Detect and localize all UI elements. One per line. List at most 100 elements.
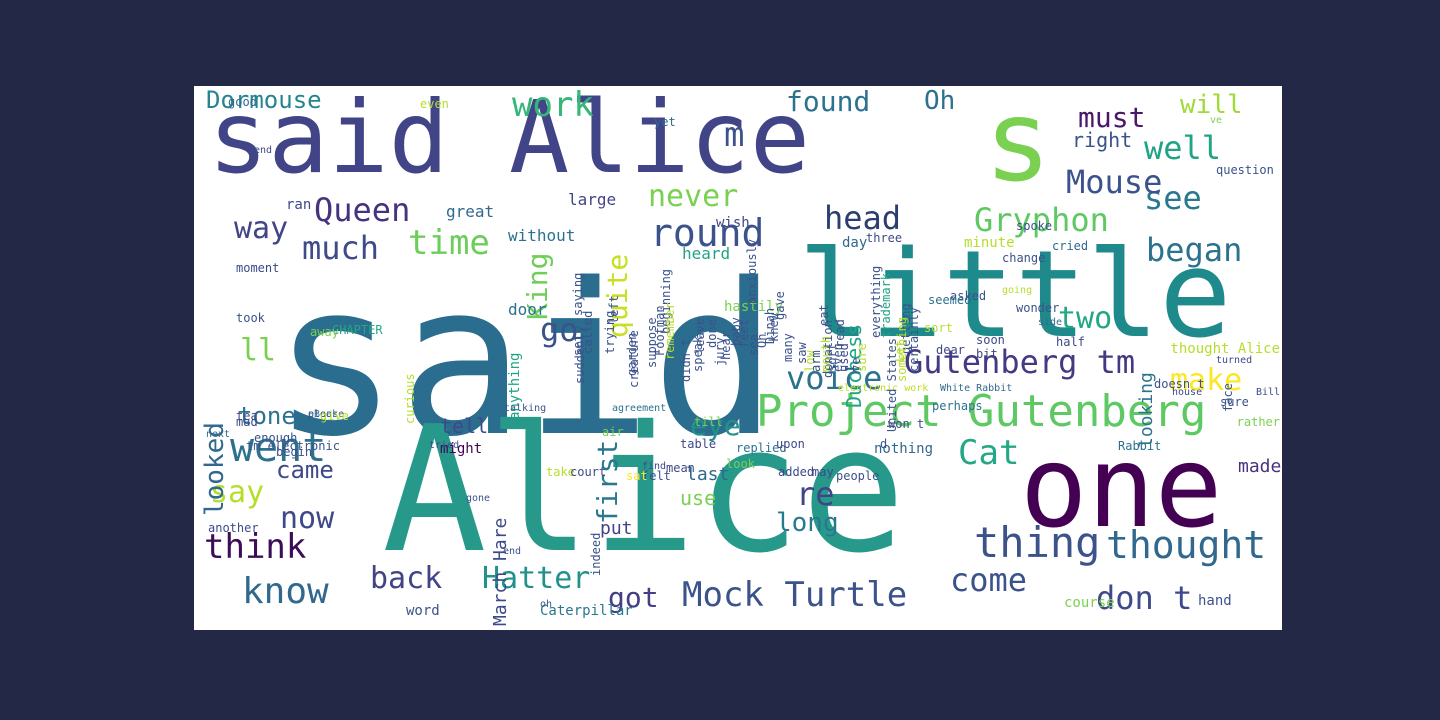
word-soon: soon [976,333,1005,347]
word-took: took [236,311,265,325]
word-mean: mean [666,461,695,475]
word-tone: tone [238,402,296,430]
word-take: take [546,465,575,479]
word-find: find [642,461,667,472]
word-put: put [600,518,633,539]
word-ran: ran [286,197,312,213]
word-wish: wish [716,215,750,231]
word-rather: rather [1236,415,1280,429]
word-last: last [686,464,730,485]
word-will: will [1180,90,1243,120]
word-tea: tea [236,409,258,423]
word-chapter: CHAPTER [332,323,383,337]
word-turned: turned [1216,355,1253,366]
word-back: back [370,561,443,596]
word-added: added [778,465,815,479]
word-talking: talking [504,403,547,414]
word-till: till [694,415,723,429]
word-dormouse: Dormouse [206,86,322,114]
word-without: without [508,226,576,245]
word-caterpillar: Caterpillar [540,603,633,619]
word-next: next [206,429,231,440]
word-dear: dear [936,343,965,357]
word-tell: tell [440,414,489,438]
word-work: work [512,86,594,125]
word-thought-alice: thought Alice [1170,341,1280,357]
word-much: much [302,229,380,267]
word-mock-turtle: Mock Turtle [682,575,908,615]
word-house: house [1172,387,1203,398]
word-bit: bit [976,347,998,361]
word-alice: Alice [382,389,906,592]
word-certainly: certainly [907,306,921,372]
word-found: found [786,86,871,118]
word-hand: hand [1198,593,1232,609]
word-many: many [781,333,795,362]
word-end: end [503,546,522,557]
word-re: re [796,475,835,513]
word-word: word [406,603,440,619]
word-question: question [1216,163,1274,177]
word-course: course [1064,595,1115,611]
word-suppose: suppose [645,317,659,368]
word-first: first [591,439,624,524]
word-now: now [280,501,335,536]
word-sort: sort [924,321,953,335]
word-gryphon: Gryphon [974,201,1109,239]
word-said-alice: said Alice [208,86,811,196]
word-said: said [272,238,778,483]
word-knew: knew [767,313,781,342]
word-face: face [1221,383,1235,412]
word-eye: eye [690,409,741,442]
word-began: began [1146,231,1243,269]
word-anxiously: anxiously [745,238,759,304]
word-court: court [570,465,607,479]
word-let: Let [893,340,907,362]
word-trademark: trademark [879,272,893,338]
word-nothing: nothing [874,441,934,457]
word-give: give [320,409,349,423]
word-even: even [420,97,449,111]
word-asked: asked [950,289,987,303]
word-spoke: spoke [1016,219,1053,233]
word-end: end [254,145,273,156]
word-left: left [607,295,621,324]
word-head: head [824,199,902,237]
word-m: m [724,115,745,155]
word-doesn-t: doesn t [1154,377,1205,391]
word-electronic-work: electronic work [838,383,929,394]
word-come: come [950,561,1028,599]
word-garden: garden [625,332,639,376]
word-voice: voice [786,359,883,397]
word-sure: sure [1220,395,1249,409]
word-march-hare: March Hare [490,517,511,626]
word-gutenberg-tm: Gutenberg tm [904,343,1136,381]
word-away: away [310,325,339,339]
word-little: little [798,226,1232,365]
word-wonder: wonder [1016,301,1060,315]
word-heard: heard [682,244,731,263]
word-seemed: seemed [928,293,972,307]
word-went: went [230,425,327,471]
word-thing: thing [974,518,1101,567]
word-ebook: eBook [308,409,339,420]
word-sure: sure [855,343,869,372]
word-one: one [1020,423,1223,553]
word-look: look [726,457,755,471]
word-thought: thought [1106,523,1267,567]
word-tm-electronic: tm electronic [246,439,340,453]
word-came: came [276,456,334,484]
word-day: day [842,235,868,251]
word-white-rabbit: White Rabbit [940,383,1013,394]
word-won-t: won t [888,417,925,431]
word-mad: mad [236,415,258,429]
word-great: great [446,202,495,221]
word-minute: minute [964,235,1015,251]
word-bill: Bill [1256,387,1281,398]
word-long: long [776,508,839,538]
word-go: go [540,311,579,349]
word-moment: moment [236,261,280,275]
word-may: may [812,465,834,479]
word-oh: Oh [924,86,956,116]
word-way: way [234,211,289,246]
